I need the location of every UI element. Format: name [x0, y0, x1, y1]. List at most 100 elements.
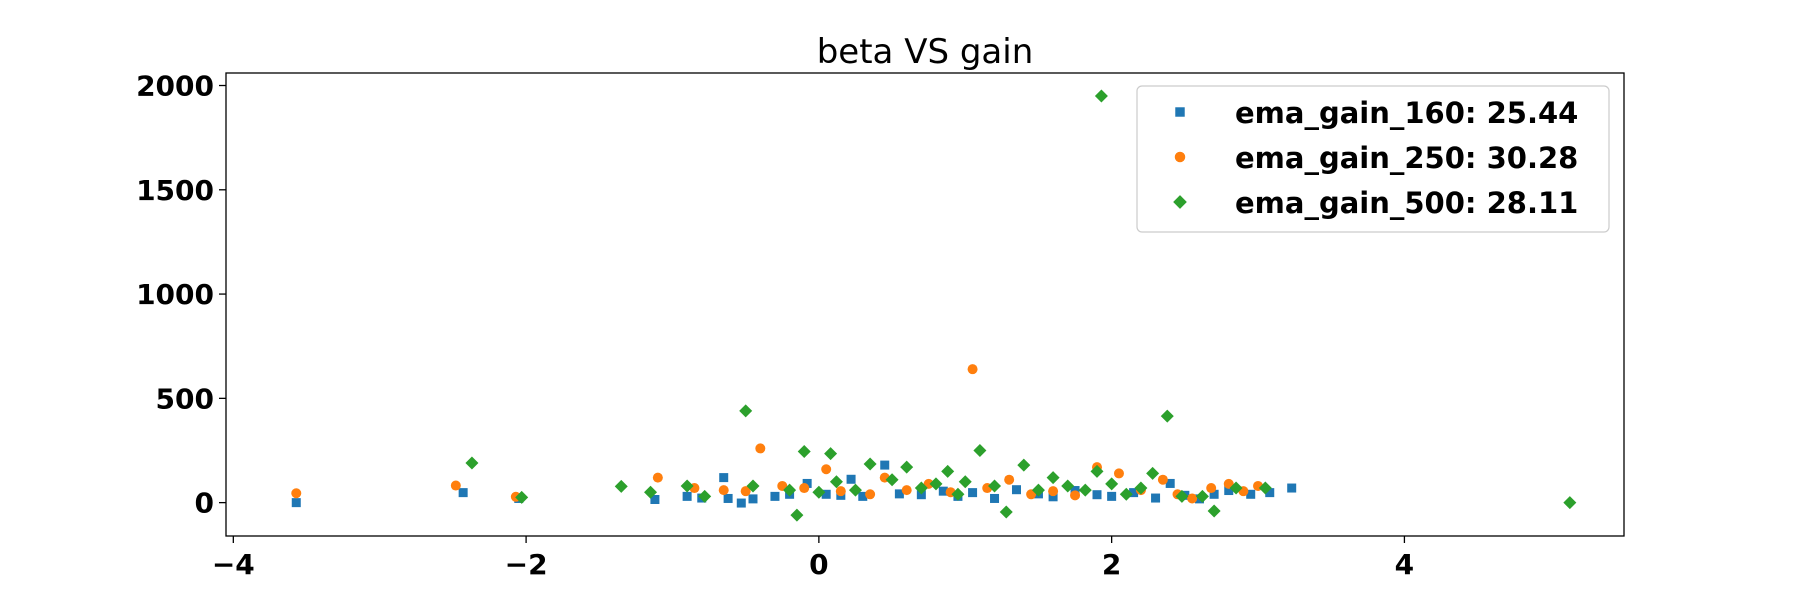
- data-point: [929, 477, 943, 491]
- data-point: [1129, 488, 1139, 498]
- data-point: [863, 457, 877, 471]
- y-tick-label: 0: [195, 487, 214, 520]
- data-point: [835, 486, 846, 497]
- data-point: [797, 445, 811, 459]
- data-point: [291, 488, 302, 499]
- chart-title: beta VS gain: [817, 32, 1034, 72]
- data-points: [291, 89, 1577, 522]
- data-point: [1119, 487, 1133, 501]
- data-point: [900, 460, 914, 474]
- y-axis: 0 500 1000 1500 2000: [136, 70, 226, 520]
- data-point: [682, 491, 692, 501]
- legend-entry: ema_gain_500: 28.11: [1173, 186, 1578, 220]
- data-point: [973, 443, 987, 457]
- data-point: [821, 464, 832, 475]
- data-point: [941, 464, 955, 478]
- data-point: [1209, 489, 1219, 499]
- data-point: [783, 483, 797, 497]
- data-point: [968, 488, 978, 498]
- legend: ema_gain_160: 25.44 ema_gain_250: 30.28 em…: [1136, 85, 1610, 233]
- data-point: [719, 473, 729, 483]
- data-point: [829, 475, 843, 489]
- data-point: [988, 479, 1002, 493]
- data-point: [799, 483, 810, 494]
- data-point: [736, 498, 746, 508]
- data-point: [740, 486, 751, 497]
- data-point: [1046, 471, 1060, 485]
- data-point: [1031, 483, 1045, 497]
- data-point: [901, 485, 912, 496]
- data-point: [1107, 491, 1117, 501]
- data-point: [1011, 485, 1021, 495]
- y-tick-label: 500: [156, 382, 214, 415]
- data-point: [1224, 486, 1234, 496]
- data-point: [755, 443, 766, 454]
- data-point: [748, 494, 758, 504]
- x-axis: −4 −2 0 2 4: [212, 536, 1414, 581]
- data-point: [990, 493, 1000, 503]
- data-point: [1195, 489, 1209, 503]
- x-tick-label: −4: [212, 548, 255, 581]
- data-point: [1078, 483, 1092, 497]
- data-point: [938, 486, 948, 496]
- data-point: [1187, 493, 1198, 504]
- data-point: [1246, 489, 1256, 499]
- data-point: [458, 488, 468, 498]
- data-point: [1146, 466, 1160, 480]
- data-point: [1563, 496, 1577, 510]
- y-tick-label: 1000: [136, 278, 214, 311]
- data-point: [1265, 488, 1275, 498]
- data-point: [680, 479, 694, 493]
- x-tick-label: −2: [505, 548, 548, 581]
- legend-entry: ema_gain_250: 30.28: [1174, 141, 1578, 175]
- data-point: [1151, 493, 1161, 503]
- data-point: [1061, 479, 1075, 493]
- data-point: [614, 479, 628, 493]
- data-point: [1206, 483, 1217, 494]
- data-point: [1175, 489, 1189, 503]
- data-point: [848, 483, 862, 497]
- data-point: [1287, 483, 1297, 493]
- data-point: [846, 474, 856, 484]
- data-point: [858, 491, 868, 501]
- data-point: [1090, 464, 1104, 478]
- data-point: [1157, 474, 1168, 485]
- data-point: [1207, 504, 1221, 518]
- data-point: [894, 489, 904, 499]
- data-point: [291, 498, 301, 508]
- data-point: [1048, 492, 1058, 502]
- y-tick-label: 2000: [136, 70, 214, 103]
- legend-label: ema_gain_250: 30.28: [1235, 141, 1578, 175]
- series-3: [465, 89, 1577, 522]
- data-point: [914, 481, 928, 495]
- data-point: [1229, 481, 1243, 495]
- data-point: [951, 487, 965, 501]
- data-point: [1160, 409, 1174, 423]
- data-point: [1105, 477, 1119, 491]
- data-point: [650, 495, 660, 505]
- plot-area-frame: [225, 72, 1625, 537]
- data-point: [698, 489, 712, 503]
- data-point: [1070, 490, 1081, 501]
- series-2: [291, 364, 1264, 504]
- data-point: [812, 485, 826, 499]
- data-point: [880, 460, 890, 470]
- data-point: [718, 485, 729, 496]
- data-point: [465, 456, 479, 470]
- x-tick-label: 0: [809, 548, 828, 581]
- data-point: [999, 505, 1013, 519]
- data-point: [1134, 481, 1148, 495]
- data-point: [824, 447, 838, 461]
- series-1: [291, 460, 1297, 508]
- data-point: [515, 490, 529, 504]
- data-point: [739, 404, 753, 418]
- legend-entry: ema_gain_160: 25.44: [1175, 96, 1578, 130]
- legend-label: ema_gain_500: 28.11: [1235, 186, 1578, 220]
- data-point: [1048, 486, 1059, 497]
- legend-label: ema_gain_160: 25.44: [1235, 96, 1578, 130]
- legend-frame: [1136, 85, 1610, 233]
- data-point: [1004, 474, 1015, 485]
- legend-marker: [1175, 107, 1185, 117]
- data-point: [865, 489, 876, 500]
